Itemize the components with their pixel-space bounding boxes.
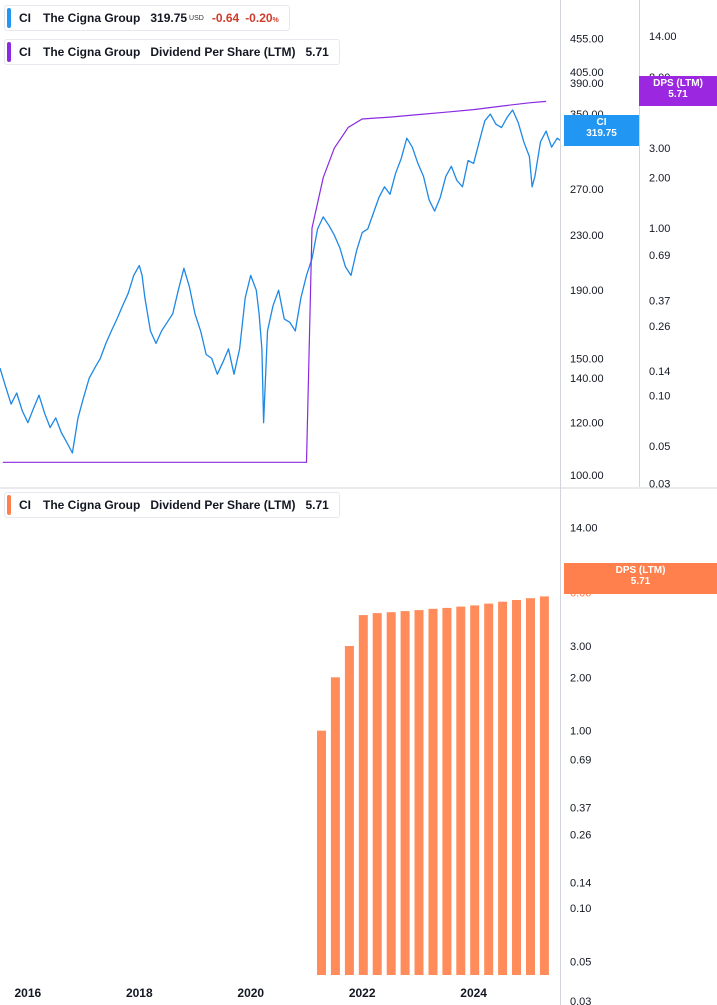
dps-bar bbox=[414, 610, 424, 975]
dps-bar-panel bbox=[317, 596, 549, 975]
price-axis-tick: 100.00 bbox=[570, 470, 604, 482]
tag-price-label: CI bbox=[596, 117, 607, 128]
bar-axis-tick: 3.00 bbox=[570, 641, 591, 653]
price-axis-tick: 190.00 bbox=[570, 285, 604, 297]
dps-bar bbox=[428, 608, 438, 975]
legend-metric: Dividend Per Share (LTM) bbox=[150, 45, 296, 59]
tag-dps-top-value: 5.71 bbox=[668, 89, 688, 100]
dps-bar bbox=[470, 605, 480, 975]
tag-dps-top-label: DPS (LTM) bbox=[653, 78, 703, 89]
bar-axis-tick: 1.00 bbox=[570, 726, 591, 738]
bar-axis-tick: 0.69 bbox=[570, 754, 591, 766]
legend-dps-bar-swatch bbox=[7, 495, 11, 515]
dps-axis-tick: 0.69 bbox=[649, 250, 670, 262]
dps-bar bbox=[526, 598, 535, 975]
price-axis-tick: 120.00 bbox=[570, 418, 604, 430]
dps-bar bbox=[498, 601, 508, 975]
bar-axis-tick: 2.00 bbox=[570, 672, 591, 684]
dps-series-line bbox=[2, 100, 547, 463]
legend-company-name: The Cigna Group bbox=[43, 45, 141, 59]
price-axis-tick: 230.00 bbox=[570, 230, 604, 242]
price-panel bbox=[0, 100, 561, 463]
bar-axis-tick: 0.37 bbox=[570, 802, 591, 814]
bar-axis-tick: 0.05 bbox=[570, 957, 591, 969]
bar-axis-tick: 14.00 bbox=[570, 522, 598, 534]
dps-bar bbox=[456, 606, 466, 975]
tag-dps-bottom: DPS (LTM) 5.71 bbox=[564, 563, 717, 594]
dps-bar bbox=[442, 607, 452, 975]
dps-axis-tick: 14.00 bbox=[649, 31, 677, 43]
dps-bar bbox=[330, 677, 340, 975]
legend-price[interactable]: CI The Cigna Group 319.75 USD -0.64 -0.2… bbox=[4, 5, 290, 31]
x-axis-tick: 2018 bbox=[126, 986, 153, 1000]
legend-company-name: The Cigna Group bbox=[43, 11, 141, 25]
legend-change-percent: -0.20% bbox=[245, 11, 279, 25]
dps-axis-tick: 0.26 bbox=[649, 321, 670, 333]
x-axis-tick: 2020 bbox=[237, 986, 264, 1000]
dps-bar bbox=[358, 615, 368, 975]
dps-bar bbox=[372, 613, 382, 975]
dps-bar bbox=[400, 611, 410, 975]
legend-dps-swatch bbox=[7, 42, 11, 62]
legend-last-price: 319.75 bbox=[150, 11, 188, 25]
bar-axis-tick: 0.10 bbox=[570, 903, 591, 915]
dps-bar bbox=[512, 600, 521, 975]
price-axis-tick: 140.00 bbox=[570, 373, 604, 385]
dps-axis-tick: 0.10 bbox=[649, 391, 670, 403]
legend-dps-bottom[interactable]: CI The Cigna Group Dividend Per Share (L… bbox=[4, 492, 340, 518]
price-series-line bbox=[0, 109, 561, 454]
dps-bar bbox=[317, 730, 326, 975]
legend-symbol: CI bbox=[19, 11, 31, 25]
dps-axis-tick: 0.05 bbox=[649, 441, 670, 453]
x-axis-tick: 2022 bbox=[349, 986, 376, 1000]
price-axis-tick: 390.00 bbox=[570, 78, 604, 90]
bar-axis-tick: 0.03 bbox=[570, 996, 591, 1005]
price-axis-tick: 270.00 bbox=[570, 184, 604, 196]
price-axis-tick: 150.00 bbox=[570, 353, 604, 365]
legend-metric-value: 5.71 bbox=[305, 45, 329, 59]
price-axis-tick: 455.00 bbox=[570, 33, 604, 45]
dps-bar bbox=[386, 612, 396, 975]
dps-axis-tick: 0.03 bbox=[649, 478, 670, 490]
dps-axis-tick: 2.00 bbox=[649, 173, 670, 185]
price-axis-tick: 405.00 bbox=[570, 67, 604, 79]
dps-axis-tick: 0.14 bbox=[649, 366, 670, 378]
dps-axis-tick: 0.37 bbox=[649, 295, 670, 307]
bar-axis-tick: 0.14 bbox=[570, 877, 591, 889]
x-axis-tick: 2016 bbox=[15, 986, 42, 1000]
dps-bar bbox=[484, 603, 494, 975]
legend-company-name: The Cigna Group bbox=[43, 498, 141, 512]
dps-bar bbox=[539, 596, 549, 975]
legend-change: -0.64 bbox=[211, 11, 240, 25]
x-axis-tick: 2024 bbox=[460, 986, 487, 1000]
tag-price: CI 319.75 bbox=[564, 115, 639, 146]
tag-price-value: 319.75 bbox=[586, 128, 617, 139]
dps-axis-tick: 3.00 bbox=[649, 143, 670, 155]
bar-axis-tick: 0.26 bbox=[570, 830, 591, 842]
tag-dps-bottom-label: DPS (LTM) bbox=[615, 565, 666, 576]
legend-metric: Dividend Per Share (LTM) bbox=[150, 498, 296, 512]
dps-axis-tick: 1.00 bbox=[649, 223, 670, 235]
legend-dps-top[interactable]: CI The Cigna Group Dividend Per Share (L… bbox=[4, 39, 340, 65]
tag-dps-bottom-value: 5.71 bbox=[630, 576, 651, 587]
legend-symbol: CI bbox=[19, 45, 31, 59]
dps-bar bbox=[344, 646, 354, 975]
legend-symbol: CI bbox=[19, 498, 31, 512]
legend-metric-value: 5.71 bbox=[305, 498, 329, 512]
legend-currency: USD bbox=[189, 14, 204, 22]
tag-dps-top: DPS (LTM) 5.71 bbox=[639, 76, 717, 106]
legend-price-swatch bbox=[7, 8, 11, 28]
